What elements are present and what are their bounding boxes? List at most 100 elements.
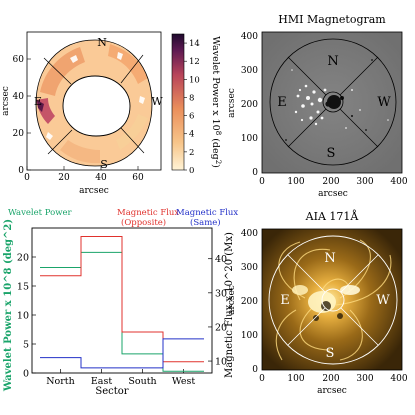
y-tick-label: 100 — [241, 331, 258, 341]
left-tick-label: 0 — [23, 369, 29, 380]
series-line-magnetic-flux-same — [40, 338, 204, 369]
x-tick-label: 300 — [356, 374, 373, 384]
y-tick-label: 0 — [18, 166, 24, 176]
hmi-sector-south: S — [327, 146, 336, 161]
y-tick-label: 40 — [13, 92, 25, 102]
colorbar-tick-label: 8 — [189, 93, 194, 103]
x-tick-label: 0 — [259, 177, 265, 187]
aia-panel: AIA 171Å — [227, 209, 408, 396]
legend-opposite-line1: Magnetic Flux — [117, 208, 179, 218]
x-tick-label: 400 — [390, 177, 407, 187]
aia-sector-north: N — [324, 251, 335, 266]
x-tick-label: 100 — [287, 177, 304, 187]
colorbar-tick-label: 4 — [189, 130, 194, 140]
left-tick-label: 10 — [17, 311, 29, 322]
aia-sector-west: W — [376, 293, 390, 308]
hmi-sector-north: N — [327, 54, 338, 69]
category-label: South — [128, 376, 156, 387]
y-tick-label: 0 — [252, 365, 258, 375]
aia-image — [262, 229, 402, 370]
chart-frame — [31, 227, 213, 374]
x-tick-label: 20 — [58, 173, 70, 183]
colorbar — [171, 33, 185, 171]
sector-label-south: S — [100, 158, 108, 171]
x-tick-label: 0 — [24, 173, 30, 183]
y-tick-label: 60 — [13, 55, 25, 65]
x-tick-label: 200 — [322, 374, 339, 384]
right-tick-label: 30 — [215, 288, 227, 299]
colorbar-tick-label: 6 — [189, 112, 194, 122]
y-tick-label: 0 — [252, 168, 258, 178]
chart-y-label-left: Wavelet Power x 10^8 (deg^2) — [3, 219, 14, 392]
y-tick-label: 300 — [241, 263, 258, 273]
aia-title: AIA 171Å — [305, 209, 360, 223]
hmi-image — [262, 32, 402, 173]
wavelet-map-x-ticks: 0 20 40 60 — [24, 166, 144, 183]
left-tick-label: 15 — [17, 282, 29, 293]
colorbar-tick-label: 10 — [189, 75, 200, 85]
hmi-sector-west: W — [377, 95, 391, 110]
aia-frame — [261, 228, 403, 371]
left-tick-label: 5 — [23, 340, 29, 351]
x-tick-label: 400 — [390, 374, 407, 384]
y-tick-label: 400 — [241, 32, 258, 42]
legend-same-line2: (Same) — [190, 217, 221, 228]
sector-chart-panel: Wavelet Power Magnetic Flux (Opposite) M… — [3, 208, 238, 397]
hmi-panel: HMI Magnetogram — [227, 13, 408, 199]
hmi-frame — [261, 31, 403, 174]
x-tick-label: 60 — [132, 173, 144, 183]
colorbar-label: Wavelet Power x 108 (deg2) — [210, 36, 222, 168]
colorbar-tick-label: 14 — [189, 39, 200, 49]
aia-y-ticks: 0 100 200 300 400 — [241, 229, 258, 375]
sector-label-west: W — [151, 95, 163, 108]
y-tick-label: 20 — [13, 129, 25, 139]
right-tick-label: 40 — [215, 254, 227, 265]
wavelet-map-y-ticks: 0 20 40 60 — [13, 55, 31, 176]
left-tick-label: 20 — [17, 253, 29, 264]
colorbar-ticks: 0 2 4 6 8 10 12 14 — [184, 39, 200, 176]
colorbar-tick-label: 12 — [189, 57, 200, 67]
hmi-title: HMI Magnetogram — [278, 13, 386, 26]
sector-label-north: N — [97, 36, 107, 49]
y-tick-label: 200 — [241, 297, 258, 307]
x-tick-label: 300 — [356, 177, 373, 187]
aia-x-ticks: 0 100 200 300 400 — [259, 374, 408, 384]
aia-x-label: arcsec — [317, 386, 347, 396]
legend-opposite-line2: (Opposite) — [121, 217, 166, 228]
y-label-left-text: Wavelet Power x 10^8 (deg^2) — [3, 219, 14, 392]
hmi-x-ticks: 0 100 200 300 400 — [259, 177, 408, 187]
category-label: North — [46, 376, 75, 387]
aia-y-label: arcsec — [227, 285, 237, 315]
right-tick-label: 20 — [215, 322, 227, 333]
chart-y-label-right: Magnetic Flux x 10^20 (Mx) — [224, 232, 235, 378]
y-label-right-text: Magnetic Flux x 10^20 (Mx) — [224, 232, 235, 378]
hmi-sector-east: E — [277, 95, 287, 110]
colorbar-tick-label: 0 — [189, 166, 194, 176]
x-tick-label: 100 — [287, 374, 304, 384]
aia-sector-east: E — [280, 293, 290, 308]
y-tick-label: 400 — [241, 229, 258, 239]
y-tick-label: 200 — [241, 100, 258, 110]
x-tick-label: 200 — [322, 177, 339, 187]
x-tick-label: 40 — [95, 173, 107, 183]
sector-chart: 0 5 10 15 20 10 20 30 40 North East South West — [17, 227, 227, 387]
legend-same-line1: Magnetic Flux — [176, 208, 238, 218]
chart-x-label: Sector — [95, 386, 128, 397]
wavelet-map-image — [27, 32, 161, 170]
hmi-y-label: arcsec — [227, 88, 237, 118]
right-tick-label: 10 — [215, 357, 227, 368]
wavelet-map-y-label: arcsec — [1, 86, 11, 116]
y-tick-label: 100 — [241, 134, 258, 144]
category-label: West — [172, 376, 195, 387]
wavelet-map-panel: N E W S 0 20 40 60 0 20 40 60 arcsec arc… — [1, 31, 222, 196]
y-tick-label: 300 — [241, 66, 258, 76]
wavelet-map-x-label: arcsec — [79, 186, 109, 196]
colorbar-tick-label: 2 — [189, 148, 194, 158]
legend-wavelet: Wavelet Power — [8, 208, 73, 218]
category-label: East — [91, 376, 112, 387]
aia-sector-south: S — [326, 346, 335, 361]
hmi-y-ticks: 0 100 200 300 400 — [241, 32, 258, 178]
wavelet-map-frame — [26, 31, 162, 171]
x-tick-label: 0 — [259, 374, 265, 384]
